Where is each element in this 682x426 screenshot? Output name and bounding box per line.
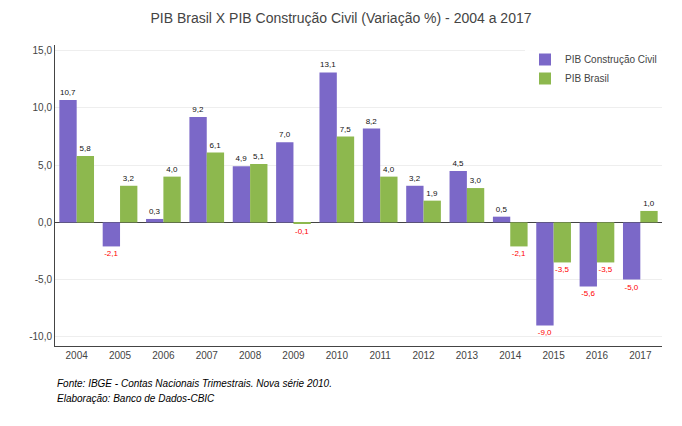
svg-text:2012: 2012 — [412, 350, 435, 361]
svg-text:1,0: 1,0 — [643, 199, 655, 208]
svg-text:2006: 2006 — [152, 350, 175, 361]
svg-text:-10,0: -10,0 — [29, 331, 52, 342]
svg-text:13,1: 13,1 — [320, 60, 336, 69]
svg-text:2013: 2013 — [456, 350, 479, 361]
svg-text:3,2: 3,2 — [123, 174, 135, 183]
svg-text:2011: 2011 — [369, 350, 391, 361]
svg-text:Elaboração: Banco de Dados-CBI: Elaboração: Banco de Dados-CBIC — [57, 393, 215, 404]
svg-text:4,9: 4,9 — [236, 154, 248, 163]
svg-text:5,8: 5,8 — [80, 144, 92, 153]
svg-text:9,2: 9,2 — [192, 105, 204, 114]
svg-text:8,2: 8,2 — [366, 117, 378, 126]
svg-text:2007: 2007 — [196, 350, 219, 361]
svg-text:-2,1: -2,1 — [104, 249, 118, 258]
svg-text:7,5: 7,5 — [340, 125, 352, 134]
svg-text:15,0: 15,0 — [33, 45, 53, 56]
svg-text:5,1: 5,1 — [253, 152, 265, 161]
svg-text:3,2: 3,2 — [409, 174, 421, 183]
svg-text:0,0: 0,0 — [38, 217, 52, 228]
svg-text:-5,0: -5,0 — [35, 274, 53, 285]
svg-text:2008: 2008 — [239, 350, 262, 361]
svg-text:-3,5: -3,5 — [555, 265, 569, 274]
svg-text:2005: 2005 — [109, 350, 132, 361]
svg-text:6,1: 6,1 — [210, 141, 222, 150]
svg-text:PIB Brasil: PIB Brasil — [565, 73, 609, 84]
svg-text:2010: 2010 — [326, 350, 349, 361]
svg-text:-5,6: -5,6 — [581, 289, 595, 298]
svg-text:10,7: 10,7 — [60, 88, 76, 97]
svg-text:Fonte: IBGE - Contas Nacionais: Fonte: IBGE - Contas Nacionais Trimestra… — [57, 378, 332, 389]
svg-text:2015: 2015 — [542, 350, 565, 361]
svg-text:7,0: 7,0 — [279, 130, 291, 139]
svg-text:-2,1: -2,1 — [512, 249, 526, 258]
svg-text:2014: 2014 — [499, 350, 522, 361]
svg-text:2016: 2016 — [586, 350, 609, 361]
svg-text:2017: 2017 — [629, 350, 652, 361]
svg-text:2009: 2009 — [282, 350, 305, 361]
svg-text:4,5: 4,5 — [452, 159, 464, 168]
svg-text:3,0: 3,0 — [470, 176, 482, 185]
svg-text:0,3: 0,3 — [149, 207, 161, 216]
svg-text:PIB Brasil X PIB Construção Ci: PIB Brasil X PIB Construção Civil (Varia… — [150, 10, 531, 26]
svg-text:2004: 2004 — [66, 350, 89, 361]
svg-text:4,0: 4,0 — [383, 165, 395, 174]
svg-text:10,0: 10,0 — [33, 102, 53, 113]
svg-text:-3,5: -3,5 — [598, 265, 612, 274]
svg-text:4,0: 4,0 — [166, 165, 178, 174]
svg-text:-9,0: -9,0 — [538, 328, 552, 337]
svg-text:0,5: 0,5 — [496, 205, 508, 214]
svg-text:PIB Construção Civil: PIB Construção Civil — [565, 54, 657, 65]
svg-text:-5,0: -5,0 — [624, 283, 638, 292]
svg-text:5,0: 5,0 — [38, 160, 52, 171]
svg-text:-0,1: -0,1 — [295, 227, 309, 236]
svg-text:1,9: 1,9 — [426, 189, 438, 198]
